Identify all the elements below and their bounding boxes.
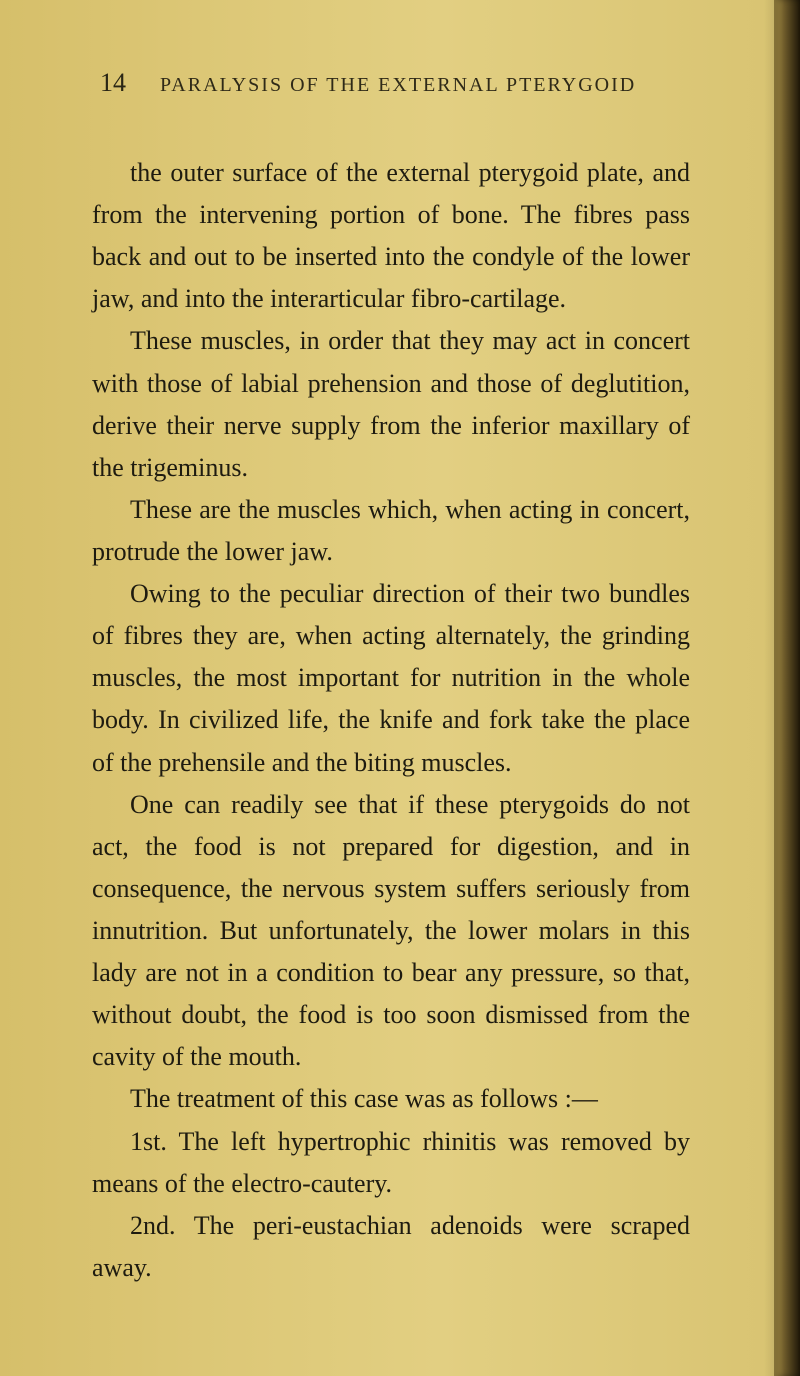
book-spine-edge — [774, 0, 800, 1376]
scanned-page: 14 PARALYSIS OF THE EXTERNAL PTERYGOID t… — [0, 0, 800, 1376]
paragraph: The treatment of this case was as follow… — [92, 1078, 690, 1120]
paragraph: One can readily see that if these pteryg… — [92, 784, 690, 1079]
paragraph: 2nd. The peri-eustachian adenoids were s… — [92, 1205, 690, 1289]
body-text: the outer surface of the external pteryg… — [92, 152, 690, 1289]
paragraph: These muscles, in order that they may ac… — [92, 320, 690, 488]
paragraph: These are the muscles which, when acting… — [92, 489, 690, 573]
page-number: 14 — [100, 68, 126, 98]
paragraph: 1st. The left hypertrophic rhinitis was … — [92, 1121, 690, 1205]
running-title: PARALYSIS OF THE EXTERNAL PTERYGOID — [160, 74, 636, 97]
page-shadow — [764, 0, 774, 1376]
page-header: 14 PARALYSIS OF THE EXTERNAL PTERYGOID — [100, 68, 690, 98]
paragraph: the outer surface of the external pteryg… — [92, 152, 690, 320]
paragraph: Owing to the peculiar direction of their… — [92, 573, 690, 784]
